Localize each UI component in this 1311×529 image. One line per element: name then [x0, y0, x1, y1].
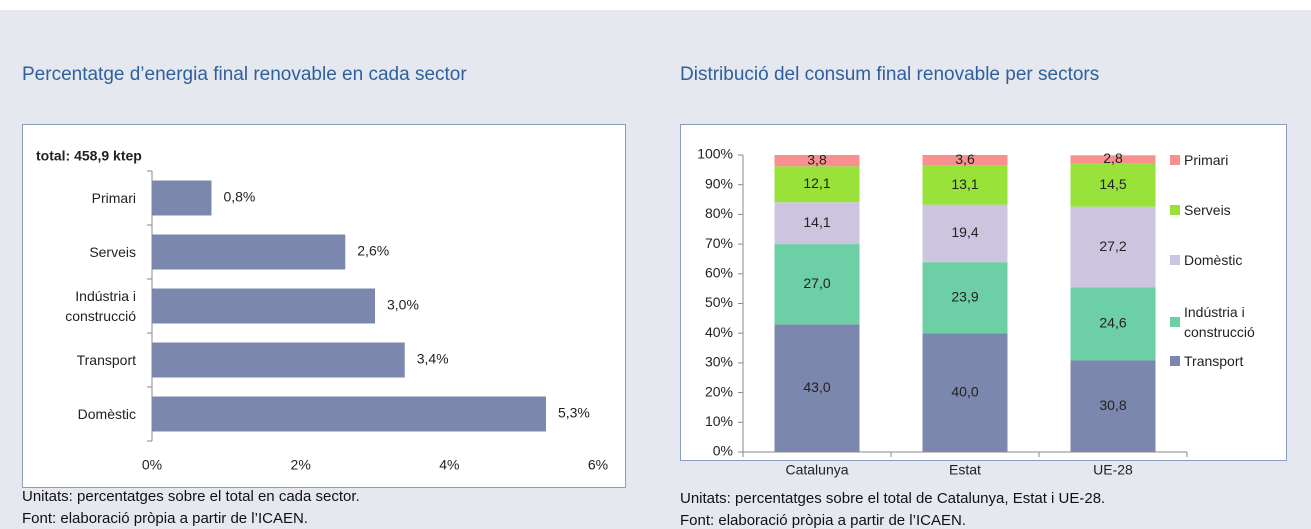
- legend-label-box: Serveis: [1184, 202, 1231, 218]
- note: Unitats: percentatges sobre el total en …: [22, 488, 360, 505]
- x-tick-label: 2%: [291, 457, 311, 473]
- bar: [152, 288, 375, 324]
- value-label: 3,4%: [417, 351, 449, 367]
- y-tick-label: 60%: [705, 265, 733, 281]
- bar-segment: [774, 202, 860, 245]
- value-label: 0,8%: [223, 189, 255, 205]
- value-label: 19,4: [951, 224, 978, 240]
- chart-title: Percentatge d’energia final renovable en…: [22, 64, 467, 85]
- y-tick-label-box: Domèstic: [77, 406, 136, 422]
- y-tick-label: 10%: [705, 413, 733, 429]
- y-tick-label-box: Primari: [91, 190, 136, 206]
- y-tick-label-box: Indústria i construcció: [65, 288, 136, 324]
- value-label: 14,1: [803, 214, 830, 230]
- bar-segment: [774, 155, 860, 167]
- bar: [152, 342, 405, 378]
- legend-label-box: Indústria i construcció: [1184, 304, 1255, 340]
- y-tick-label: 70%: [705, 235, 733, 251]
- x-tick-label: UE-28: [1093, 462, 1133, 478]
- legend-swatch: [1170, 155, 1180, 165]
- value-label: 30,8: [1099, 397, 1126, 413]
- y-tick-label: 80%: [705, 205, 733, 221]
- legend-label-box: Transport: [1184, 353, 1244, 369]
- legend-label: Transport: [1184, 353, 1244, 369]
- chart-title: Distribució del consum final renovable p…: [680, 64, 1099, 85]
- legend-label: Primari: [1184, 152, 1229, 168]
- bar-segment: [922, 155, 1008, 166]
- bar-segment: [774, 324, 860, 452]
- y-tick-label: 40%: [705, 324, 733, 340]
- y-tick-label: Indústria i construcció: [65, 288, 136, 324]
- value-label: 23,9: [951, 288, 978, 304]
- value-label: 2,8: [1103, 150, 1123, 166]
- y-tick-label-box: Transport: [76, 352, 136, 368]
- y-tick-label: 90%: [705, 175, 733, 191]
- legend-label: Domèstic: [1184, 252, 1243, 268]
- legend-swatch: [1170, 356, 1180, 366]
- y-tick-label: Transport: [76, 352, 136, 368]
- x-tick-label: Estat: [949, 462, 981, 478]
- value-label: 24,6: [1099, 315, 1126, 331]
- y-tick-label: 100%: [697, 146, 733, 162]
- legend-swatch: [1170, 205, 1180, 215]
- y-tick-label: 0%: [713, 443, 733, 459]
- value-label: 12,1: [803, 175, 830, 191]
- subtitle: total: 458,9 ktep: [36, 148, 142, 164]
- bar-segment: [1070, 287, 1156, 361]
- value-label: 27,0: [803, 275, 830, 291]
- bar: [152, 180, 212, 216]
- x-tick-label: 6%: [588, 457, 608, 473]
- y-tick-label: Domèstic: [77, 406, 136, 422]
- y-tick-label: 20%: [705, 383, 733, 399]
- value-label: 43,0: [803, 379, 830, 395]
- x-tick-label: Catalunya: [785, 462, 848, 478]
- y-tick-label: 30%: [705, 354, 733, 370]
- legend-swatch: [1170, 255, 1180, 265]
- bar-segment: [1070, 360, 1156, 452]
- y-tick-label: Serveis: [89, 244, 136, 260]
- value-label: 2,6%: [357, 243, 389, 259]
- bar-segment: [1070, 163, 1156, 207]
- value-label: 3,8: [807, 151, 827, 167]
- value-label: 3,6: [955, 151, 975, 167]
- legend-swatch: [1170, 317, 1180, 327]
- bar: [152, 234, 346, 270]
- top-band: [0, 0, 1311, 10]
- y-tick-label: 50%: [705, 294, 733, 310]
- bar-segment: [774, 166, 860, 203]
- bar: [152, 396, 546, 432]
- value-label: 40,0: [951, 383, 978, 399]
- value-label: 3,0%: [387, 297, 419, 313]
- value-label: 13,1: [951, 176, 978, 192]
- legend-label: Indústria i construcció: [1184, 304, 1255, 340]
- bar-segment: [922, 204, 1008, 263]
- bar-segment: [922, 333, 1008, 452]
- x-tick-label: 0%: [142, 457, 162, 473]
- value-label: 14,5: [1099, 176, 1126, 192]
- bar-segment: [922, 262, 1008, 334]
- legend-label: Serveis: [1184, 202, 1231, 218]
- value-label: 5,3%: [558, 405, 590, 421]
- bar-segment: [922, 165, 1008, 205]
- value-label: 27,2: [1099, 238, 1126, 254]
- legend-label-box: Domèstic: [1184, 252, 1243, 268]
- note: Unitats: percentatges sobre el total de …: [680, 490, 1105, 507]
- bar-segment: [1070, 206, 1156, 288]
- note: Font: elaboració pròpia a partir de l’IC…: [22, 510, 308, 527]
- note: Font: elaboració pròpia a partir de l’IC…: [680, 512, 966, 529]
- y-tick-label-box: Serveis: [89, 244, 136, 260]
- y-tick-label: Primari: [91, 190, 136, 206]
- bar-segment: [1070, 155, 1156, 164]
- bar-segment: [774, 244, 860, 325]
- x-tick-label: 4%: [439, 457, 459, 473]
- legend-label-box: Primari: [1184, 152, 1229, 168]
